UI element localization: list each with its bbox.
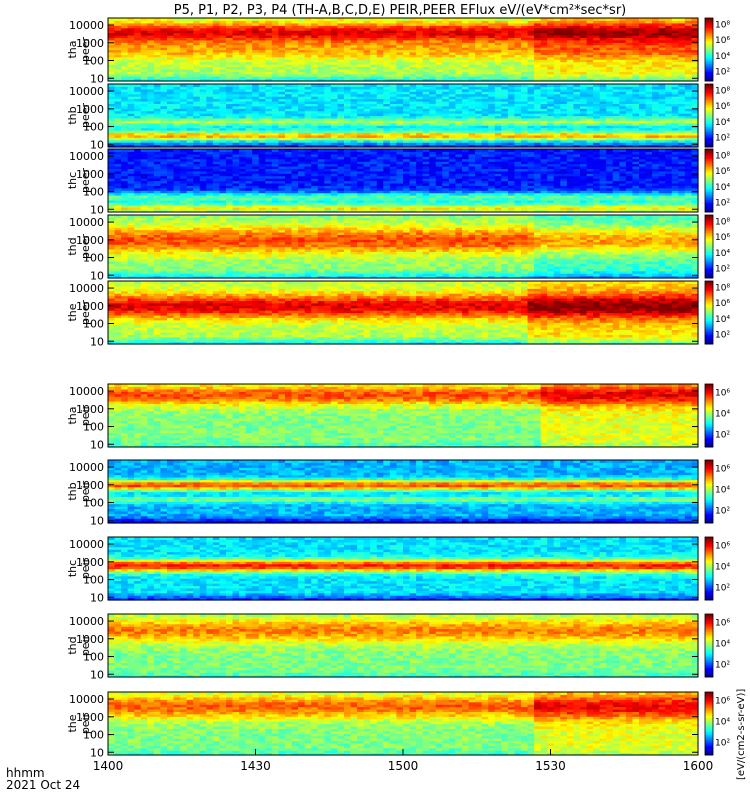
colorbar-tick-label: 10⁴ xyxy=(715,118,730,128)
colorbar: 10² 10⁴ 10⁶ 10⁸ xyxy=(705,84,730,148)
colorbar-tick-label: 10⁶ xyxy=(715,36,730,46)
colorbar-tick-label: 10⁸ xyxy=(715,20,730,30)
panel-probe-label: thb xyxy=(66,106,79,124)
y-tick-label: 10 xyxy=(90,72,104,85)
figure-title: P5, P1, P2, P3, P4 (TH-A,B,C,D,E) PEIR,P… xyxy=(174,3,627,18)
y-tick-label: 10000 xyxy=(69,85,104,98)
colorbar: 10² 10⁴ 10⁶ 10⁸ xyxy=(705,18,730,82)
colorbar-tick-label: 10⁶ xyxy=(715,102,730,112)
panel-species-label: peer xyxy=(79,103,92,129)
panel-species-label: peer xyxy=(79,37,92,63)
colorbar-tick-label: 10⁸ xyxy=(715,86,730,96)
y-tick-label: 10000 xyxy=(69,19,104,32)
colorbar-tick-label: 10² xyxy=(715,134,730,144)
panel-probe-label: tha xyxy=(66,40,79,58)
colorbar-tick-label: 10² xyxy=(715,68,730,78)
colorbar-tick-label: 10⁴ xyxy=(715,52,730,62)
